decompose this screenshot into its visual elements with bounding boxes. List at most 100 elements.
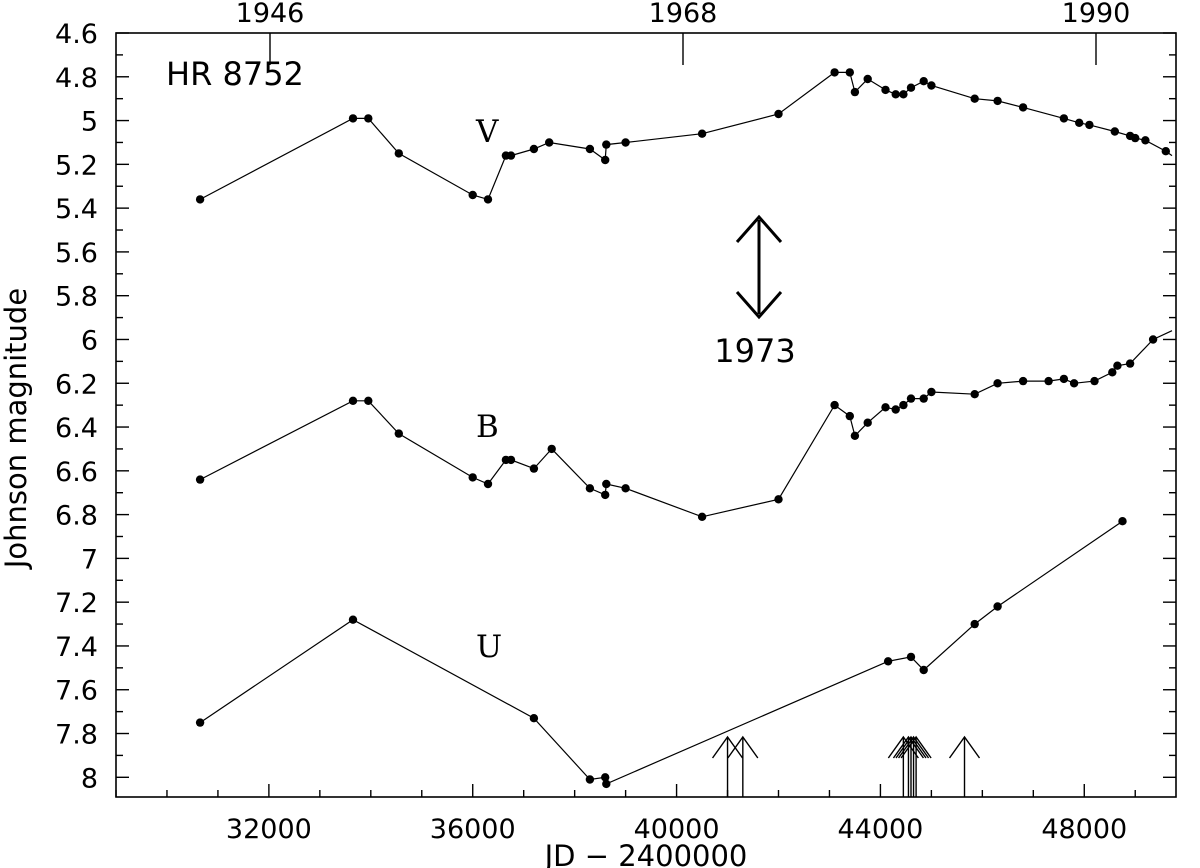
data-point-b [906, 394, 916, 403]
data-point-b [394, 429, 403, 438]
data-point-b [585, 484, 595, 493]
data-point-u [529, 714, 539, 723]
data-point-b [697, 512, 707, 521]
data-point-b [1044, 376, 1053, 386]
x-tick-label: 32000 [226, 814, 312, 845]
data-point-v [1018, 103, 1028, 112]
epoch-arrow [897, 735, 930, 797]
double-arrow-head-down [735, 291, 783, 320]
x-tick-labels: 32000 36000 40000 44000 48000 [226, 814, 1127, 845]
epoch-arrow [727, 735, 759, 797]
y-tick-label: 6 [81, 325, 98, 356]
data-point-u [601, 773, 610, 782]
plot-frame [115, 32, 1177, 798]
data-point-v [774, 109, 783, 119]
y-tick-label: 7 [81, 544, 98, 575]
data-point-b [348, 396, 358, 405]
data-point-v [364, 114, 373, 123]
data-point-b [774, 495, 783, 504]
data-point-b [850, 431, 860, 440]
data-point-b [468, 473, 477, 482]
star-name-label: HR 8752 [166, 55, 304, 93]
y-tick-label: 7.4 [55, 632, 98, 663]
data-point-v [601, 155, 610, 165]
y-tick-label: 7.6 [55, 676, 98, 707]
data-point-u [585, 775, 595, 784]
data-point-v [850, 87, 860, 97]
data-point-b [1018, 376, 1028, 386]
series-line-u [199, 520, 1123, 785]
data-point-b [1059, 374, 1069, 384]
series-lines [199, 71, 1173, 785]
x-tick-label: 40000 [634, 814, 720, 845]
double-arrow-head-up [735, 214, 783, 243]
y-tick-label: 7.8 [55, 720, 98, 751]
epoch-arrow [900, 735, 932, 797]
data-point-v [845, 68, 854, 77]
top-year-label: 1990 [1062, 0, 1131, 29]
data-point-b [506, 455, 516, 465]
data-point-b [1125, 359, 1135, 368]
y-tick-labels: 4.6 4.8 5 5.2 5.4 5.6 5.8 6 6.2 6.4 6.6 6.8 7 7.2 7.4 7… [55, 19, 98, 794]
y-tick-label: 8 [81, 763, 98, 794]
marker-1973: 1973 [714, 214, 796, 370]
data-point-v [621, 138, 630, 147]
y-tick-label: 5.2 [55, 150, 98, 181]
data-point-u [906, 652, 916, 662]
data-point-b [195, 475, 205, 484]
data-point-v [906, 83, 916, 92]
y-tick-label: 5.4 [55, 194, 98, 225]
data-point-v [585, 144, 595, 154]
top-axis-year-labels: 1946 1968 1990 [236, 0, 1131, 29]
data-point-v [483, 195, 493, 204]
data-point-v [545, 138, 554, 147]
epoch-arrows [711, 735, 981, 797]
data-point-v [697, 129, 707, 138]
y-axis-title: Johnson magnitude [0, 288, 33, 570]
data-point-b [891, 405, 900, 414]
series-line-b [199, 330, 1173, 518]
data-point-v [529, 144, 539, 154]
data-point-b [364, 396, 373, 405]
top-year-label: 1968 [649, 0, 718, 29]
series-label-u: U [476, 629, 502, 665]
epoch-arrow [892, 735, 925, 797]
series-line-v [199, 71, 1173, 201]
data-point-b [601, 490, 610, 500]
series-label-b: B [476, 409, 499, 445]
data-point-u [883, 657, 893, 666]
data-point-b [1090, 376, 1099, 386]
data-point-b [1108, 368, 1117, 377]
epoch-arrow [895, 735, 927, 797]
data-point-v [1085, 120, 1094, 130]
x-tick-label: 44000 [837, 814, 923, 845]
data-point-u [919, 665, 928, 675]
data-point-b [919, 394, 928, 403]
data-point-v [830, 68, 839, 77]
y-tick-label: 6.4 [55, 413, 98, 444]
y-tick-label: 6.8 [55, 501, 98, 532]
data-point-v [1110, 127, 1120, 136]
data-point-v [1059, 114, 1069, 123]
data-point-v [506, 151, 516, 160]
data-point-u [602, 779, 611, 789]
data-point-b [547, 444, 556, 454]
data-point-b [1069, 379, 1079, 388]
marker-1973-label: 1973 [714, 332, 795, 370]
data-point-v [348, 114, 358, 123]
data-point-b [993, 379, 1002, 388]
x-axis-title: JD − 2400000 [543, 839, 748, 868]
top-year-label: 1946 [236, 0, 305, 29]
data-point-u [348, 615, 358, 624]
data-point-b [621, 484, 630, 493]
data-point-v [1161, 147, 1171, 156]
data-point-b [970, 390, 979, 399]
data-point-b [899, 400, 908, 410]
data-point-v [881, 85, 890, 95]
y-tick-label: 5.8 [55, 282, 98, 313]
data-point-b [1113, 361, 1122, 370]
epoch-arrow [948, 735, 981, 797]
series-points [195, 68, 1171, 789]
data-point-v [970, 94, 979, 103]
data-point-v [1141, 136, 1150, 145]
